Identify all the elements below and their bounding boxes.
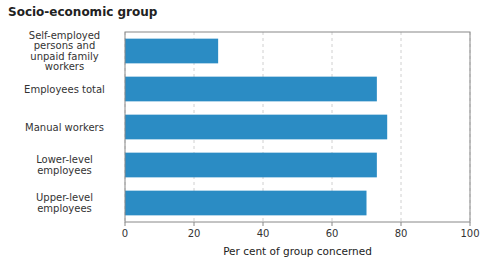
tick-label: 100 bbox=[460, 228, 479, 239]
category-label: Self-employedpersons andunpaid familywor… bbox=[29, 30, 100, 73]
category-label: Upper-levelemployees bbox=[36, 192, 93, 214]
bar bbox=[125, 77, 377, 102]
grid-line bbox=[401, 32, 402, 222]
category-label: Lower-levelemployees bbox=[36, 154, 93, 176]
bar bbox=[125, 39, 218, 64]
chart: Socio-economic group Upper-levelemployees… bbox=[0, 0, 488, 269]
bar bbox=[125, 153, 377, 178]
tick-label: 60 bbox=[326, 228, 339, 239]
tick-mark bbox=[194, 222, 195, 226]
tick-label: 40 bbox=[257, 228, 270, 239]
tick-mark bbox=[401, 222, 402, 226]
category-label: Manual workers bbox=[25, 122, 104, 133]
title: Socio-economic group bbox=[8, 5, 158, 19]
tick-label: 0 bbox=[122, 228, 128, 239]
tick-label: 80 bbox=[395, 228, 408, 239]
bars bbox=[125, 39, 387, 216]
axis-label: Per cent of group concerned bbox=[223, 245, 372, 257]
bar bbox=[125, 115, 387, 140]
tick-label: 20 bbox=[188, 228, 201, 239]
tick-mark bbox=[263, 222, 264, 226]
bar bbox=[125, 191, 367, 216]
chart-container: Socio-economic group Upper-levelemployees… bbox=[0, 0, 488, 269]
tick-mark bbox=[125, 222, 126, 226]
tick-mark bbox=[332, 222, 333, 226]
category-label: Employees total bbox=[24, 84, 105, 95]
tick-mark bbox=[470, 222, 471, 226]
plot-frame bbox=[125, 32, 470, 222]
